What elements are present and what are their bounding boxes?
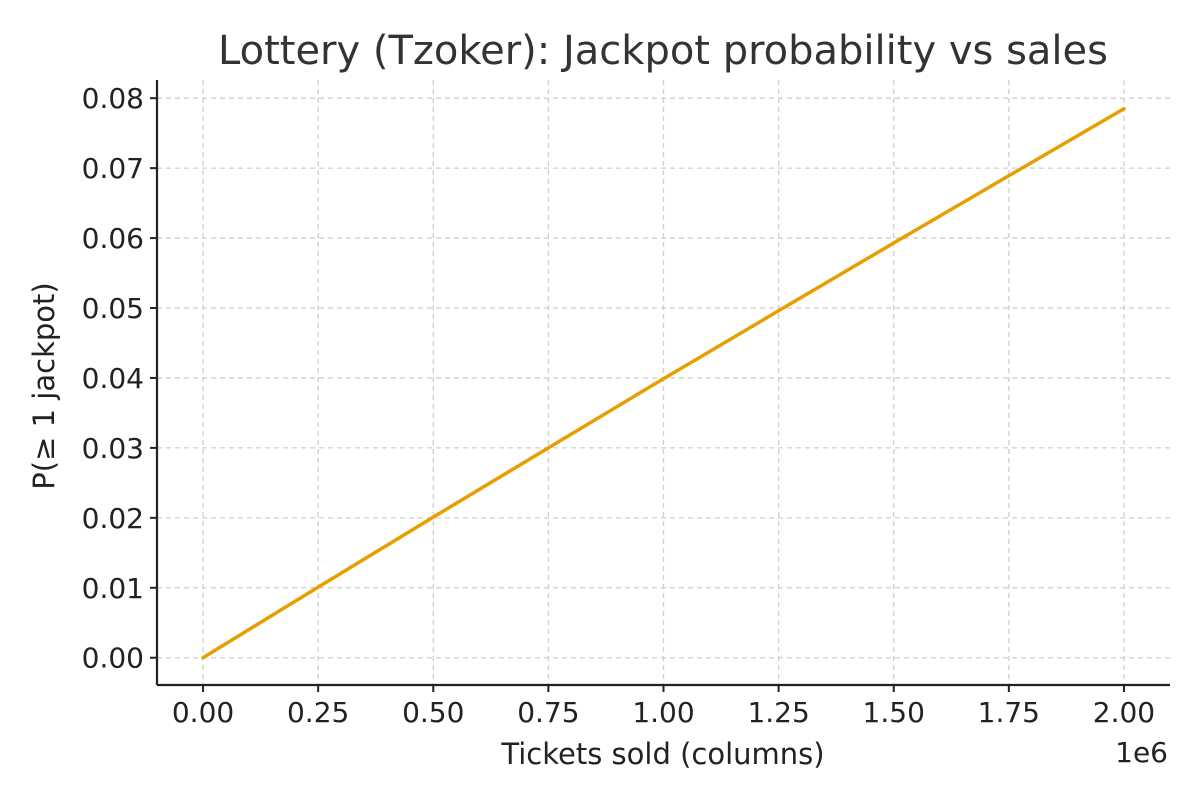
x-axis-offset-text: 1e6 [1115, 736, 1168, 769]
series-layer [201, 106, 1126, 660]
y-ticks: 0.00 0.01 0.02 0.03 0.04 0.05 0.06 0.07 0.08 [82, 82, 157, 675]
y-tick-label: 0.01 [82, 572, 144, 605]
y-tick-label: 0.05 [82, 292, 144, 325]
x-tick-label: 2.00 [1093, 696, 1155, 729]
x-tick-label: 1.00 [632, 696, 694, 729]
y-tick-label: 0.07 [82, 152, 144, 185]
x-axis-label: Tickets sold (columns) [500, 737, 824, 771]
y-tick-label: 0.03 [82, 432, 144, 465]
x-ticks: 0.00 0.25 0.50 0.75 1.00 1.25 1.50 1.75 2.00 [172, 685, 1155, 729]
y-tick-label: 0.06 [82, 222, 144, 255]
x-tick-label: 1.25 [747, 696, 809, 729]
x-tick-label: 0.50 [402, 696, 464, 729]
y-tick-label: 0.00 [82, 642, 144, 675]
x-tick-label: 0.00 [172, 696, 234, 729]
x-tick-label: 1.50 [863, 696, 925, 729]
series-line-0 [201, 106, 1126, 660]
y-tick-label: 0.02 [82, 502, 144, 535]
x-tick-label: 0.25 [287, 696, 349, 729]
x-tick-label: 1.75 [978, 696, 1040, 729]
grid [157, 80, 1170, 685]
y-tick-label: 0.04 [82, 362, 144, 395]
x-tick-label: 0.75 [517, 696, 579, 729]
y-axis-label: P(≥ 1 jackpot) [27, 282, 61, 489]
chart-title: Lottery (Tzoker): Jackpot probability vs… [218, 28, 1108, 74]
y-tick-label: 0.08 [82, 82, 144, 115]
